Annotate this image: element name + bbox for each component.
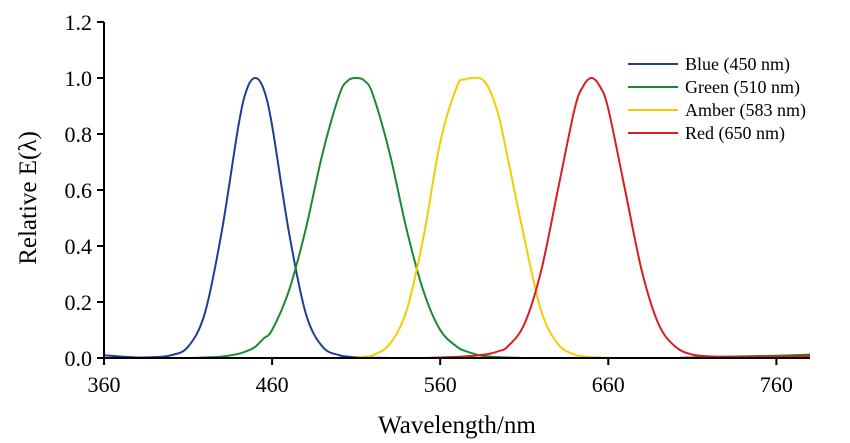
- y-tick-label: 0.4: [65, 234, 93, 259]
- y-tick-label: 0.2: [65, 290, 93, 315]
- series-line-red: [104, 77, 811, 360]
- x-tick-label: 660: [592, 372, 625, 397]
- legend-label-blue: Blue (450 nm): [685, 54, 790, 75]
- x-axis-title: Wavelength/nm: [378, 412, 536, 439]
- x-tick-label: 760: [760, 372, 793, 397]
- legend: Blue (450 nm)Green (510 nm)Amber (583 nm…: [628, 54, 806, 144]
- y-tick-label: 1.0: [65, 66, 93, 91]
- y-tick-label: 0.8: [65, 122, 93, 147]
- y-tick-label: 0.6: [65, 178, 93, 203]
- x-tick-label: 360: [88, 372, 121, 397]
- x-tick-label: 560: [424, 372, 457, 397]
- x-tick-label: 460: [256, 372, 289, 397]
- legend-label-amber: Amber (583 nm): [685, 100, 806, 121]
- legend-label-green: Green (510 nm): [685, 77, 800, 98]
- y-tick-label: 1.2: [65, 10, 93, 35]
- y-tick-label: 0.0: [65, 346, 93, 371]
- legend-label-red: Red (650 nm): [685, 123, 785, 144]
- y-ticks: 0.0 0.2 0.4 0.6 0.8 1.0 1.2: [65, 10, 104, 371]
- x-ticks: 360 460 560 660 760: [88, 358, 793, 397]
- y-axis-title: Relative E(λ): [15, 131, 42, 265]
- series-line-blue: [103, 77, 811, 360]
- series-line-green: [104, 77, 811, 360]
